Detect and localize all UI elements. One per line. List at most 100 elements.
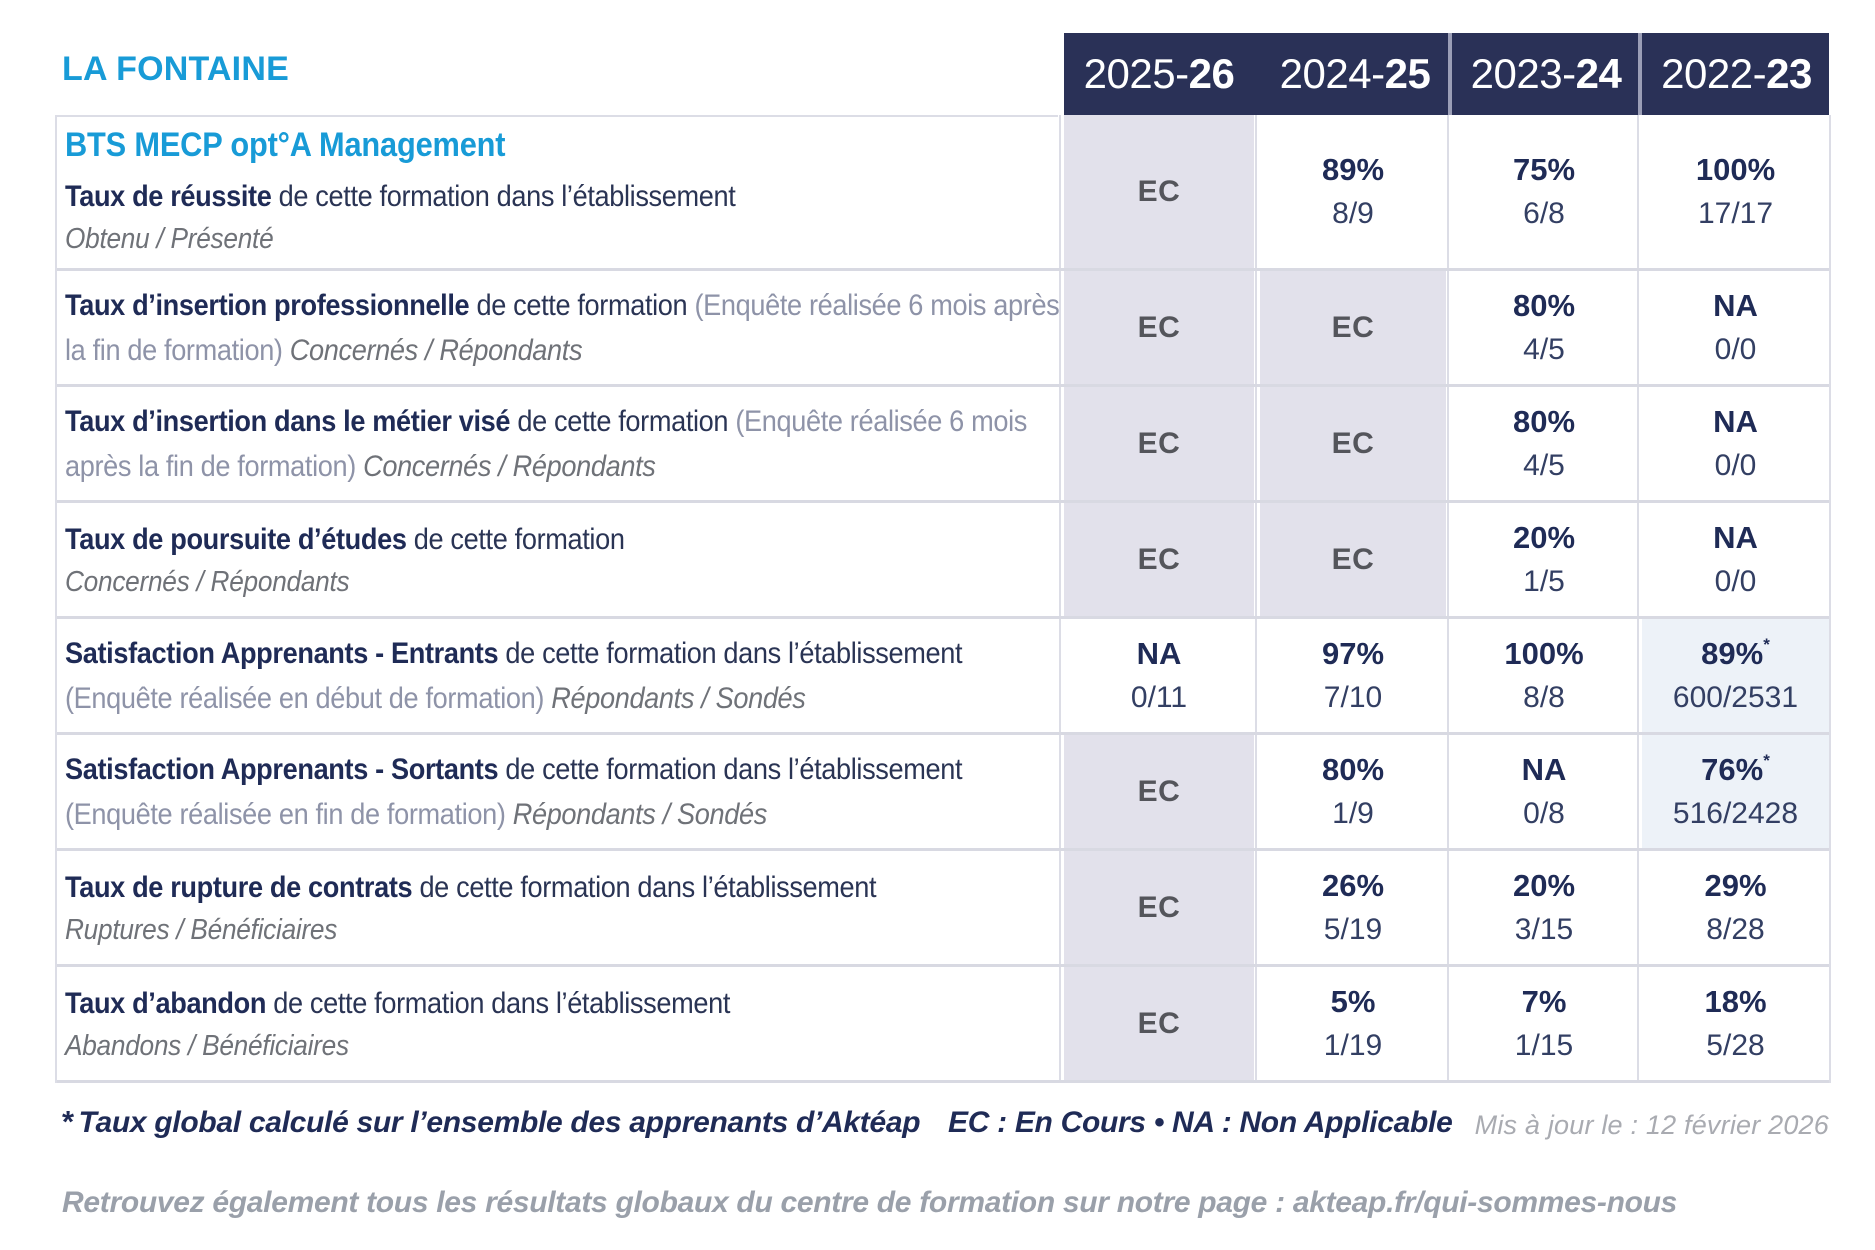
cell-2025-26: EC <box>1064 735 1254 848</box>
fraction-value: 5/28 <box>1706 1029 1765 1062</box>
metric-description: de cette formation dans l’établissement <box>273 986 731 1020</box>
fraction-value: 8/9 <box>1332 197 1374 230</box>
metric-description: de cette formation <box>413 522 625 556</box>
status-value: EC <box>1137 542 1181 576</box>
cell-2024-25: 26% 5/19 <box>1260 851 1446 964</box>
asterisk-marker: * <box>1763 634 1770 654</box>
metric-description: de cette formation <box>517 404 729 438</box>
metric-name: Taux de réussite <box>65 179 272 213</box>
fraction-value: 8/8 <box>1523 681 1565 714</box>
table-row: BTS MECP opt°A Management Taux de réussi… <box>57 115 1829 271</box>
year-prefix: 2022- <box>1661 50 1767 97</box>
metric-ratio-caption: Obtenu / Présenté <box>65 222 274 255</box>
metric-name: Taux d’insertion dans le métier visé <box>65 404 511 438</box>
cell-2025-26: EC <box>1064 851 1254 964</box>
fraction-value: 6/8 <box>1523 197 1565 230</box>
year-prefix: 2024- <box>1279 50 1385 97</box>
percent-value: 29% <box>1704 868 1767 903</box>
cell-2024-25: 5% 1/19 <box>1260 967 1446 1080</box>
percent-value: 100% <box>1695 152 1776 187</box>
metric-description: de cette formation <box>476 288 688 322</box>
metric-label: Taux de poursuite d’études de cette form… <box>65 517 1061 562</box>
table-row: Taux de poursuite d’études de cette form… <box>57 503 1829 619</box>
cell-2022-23: 100% 17/17 <box>1642 115 1829 268</box>
row-label: Satisfaction Apprenants - Sortants de ce… <box>57 735 1058 848</box>
percent-value: 18% <box>1704 984 1767 1019</box>
fraction-value: 0/8 <box>1523 797 1565 830</box>
table-row: Taux d’insertion dans le métier visé de … <box>57 387 1829 503</box>
cell-2024-25: 97% 7/10 <box>1260 619 1446 732</box>
cell-2022-23: 18% 5/28 <box>1642 967 1829 1080</box>
cell-2024-25: EC <box>1260 387 1446 500</box>
year-bold: 23 <box>1766 50 1812 97</box>
asterisk-marker: * <box>1763 750 1770 770</box>
metric-note: (Enquête réalisée en fin de formation) <box>65 797 506 831</box>
cell-2024-25: EC <box>1260 271 1446 384</box>
fraction-value: 8/28 <box>1706 913 1765 946</box>
fraction-value: 0/0 <box>1714 449 1757 482</box>
cell-2023-24: 7% 1/15 <box>1452 967 1636 1080</box>
cell-2025-26: EC <box>1064 271 1254 384</box>
brand-title: LA FONTAINE <box>62 50 289 88</box>
header-divider <box>1448 33 1452 115</box>
percent-value: 97% <box>1321 636 1385 671</box>
metric-label: Taux d’abandon de cette formation dans l… <box>65 981 1061 1026</box>
percent-value: 75% <box>1512 152 1576 187</box>
metric-label: Satisfaction Apprenants - Entrants de ce… <box>65 631 1061 721</box>
metric-name: Taux d’abandon <box>65 986 267 1020</box>
fraction-value: 0/0 <box>1714 333 1757 366</box>
status-value: EC <box>1137 174 1181 208</box>
fraction-value: 1/19 <box>1323 1029 1383 1062</box>
percent-value: 80% <box>1512 404 1576 439</box>
percent-value: NA <box>1713 288 1758 323</box>
cell-2025-26: EC <box>1064 503 1254 616</box>
percent-value: 26% <box>1321 868 1385 903</box>
year-column-header: 2025- 26 <box>1064 33 1254 115</box>
metric-ratio-caption: Ruptures / Bénéficiaires <box>65 913 338 946</box>
fraction-value: 0/0 <box>1714 565 1757 598</box>
program-title: BTS MECP opt°A Management <box>65 125 506 164</box>
fraction-value: 7/10 <box>1323 681 1383 714</box>
percent-value: 100% <box>1504 636 1584 671</box>
status-value: EC <box>1137 426 1181 460</box>
metric-label: Taux d’insertion professionnelle de cett… <box>65 283 1061 373</box>
fraction-value: 1/15 <box>1514 1029 1574 1062</box>
percent-value: 89% <box>1321 152 1385 187</box>
percent-value: NA <box>1713 520 1758 555</box>
fraction-value: 0/11 <box>1130 681 1188 714</box>
percent-number: 76% <box>1701 752 1764 787</box>
year-prefix: 2023- <box>1470 50 1576 97</box>
table-row: Taux d’insertion professionnelle de cett… <box>57 271 1829 387</box>
table-row: Taux de rupture de contrats de cette for… <box>57 851 1829 967</box>
cell-2025-26: EC <box>1064 115 1254 268</box>
percent-value: 20% <box>1512 520 1576 555</box>
cell-2024-25: 80% 1/9 <box>1260 735 1446 848</box>
percent-value: 89%* <box>1701 634 1770 671</box>
percent-value: NA <box>1713 404 1758 439</box>
metric-name: Taux de rupture de contrats <box>65 870 413 904</box>
fraction-value: 4/5 <box>1523 333 1565 366</box>
cell-2022-23: NA 0/0 <box>1642 503 1829 616</box>
last-updated-date: Mis à jour le : 12 février 2026 <box>1474 1110 1829 1140</box>
header-divider <box>1638 33 1642 115</box>
cell-2023-24: NA 0/8 <box>1452 735 1636 848</box>
percent-value: NA <box>1136 636 1182 671</box>
metric-ratio-caption: Concernés / Répondants <box>65 565 350 598</box>
metric-ratio-caption: Concernés / Répondants <box>289 333 583 367</box>
year-column-header: 2022- 23 <box>1644 33 1829 115</box>
metric-description: de cette formation dans l’établissement <box>419 870 877 904</box>
percent-value: 80% <box>1321 752 1385 787</box>
footnote-global-rate: * Taux global calculé sur l’ensemble des… <box>62 1104 921 1140</box>
cell-2024-25: EC <box>1260 503 1446 616</box>
fraction-value: 516/2428 <box>1672 797 1799 830</box>
fraction-value: 600/2531 <box>1672 681 1799 714</box>
metric-label: Taux de réussite de cette formation dans… <box>65 174 1061 219</box>
metric-label: Taux d’insertion dans le métier visé de … <box>65 399 1061 489</box>
row-label: Taux de poursuite d’études de cette form… <box>57 503 1058 616</box>
metric-name: Satisfaction Apprenants - Entrants <box>65 636 499 670</box>
row-label: Taux d’insertion dans le métier visé de … <box>57 387 1058 500</box>
metric-label: Taux de rupture de contrats de cette for… <box>65 865 1061 910</box>
metric-ratio-caption: Répondants / Sondés <box>551 681 806 715</box>
percent-number: 89% <box>1701 636 1764 671</box>
table-row: Taux d’abandon de cette formation dans l… <box>57 967 1829 1083</box>
